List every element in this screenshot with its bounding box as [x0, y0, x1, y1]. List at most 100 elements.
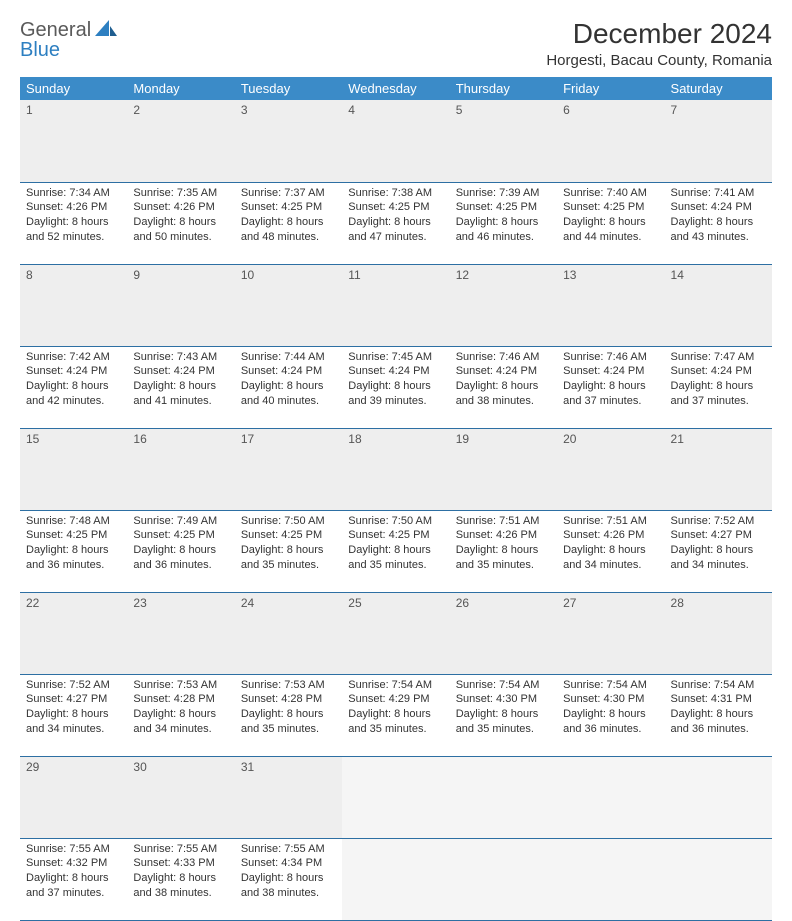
- daylight-text: and 34 minutes.: [26, 722, 121, 737]
- sunrise-text: Sunrise: 7:45 AM: [348, 350, 443, 365]
- daylight-text: Daylight: 8 hours: [133, 215, 228, 230]
- daylight-text: Daylight: 8 hours: [133, 543, 228, 558]
- sunset-text: Sunset: 4:30 PM: [563, 692, 658, 707]
- sunset-text: Sunset: 4:33 PM: [133, 856, 228, 871]
- daynum-row: 22232425262728: [20, 592, 772, 674]
- day-cell: Sunrise: 7:55 AMSunset: 4:34 PMDaylight:…: [235, 838, 342, 920]
- sunrise-text: Sunrise: 7:40 AM: [563, 186, 658, 201]
- daylight-text: and 50 minutes.: [133, 230, 228, 245]
- daylight-text: Daylight: 8 hours: [563, 707, 658, 722]
- day-number-cell: [450, 756, 557, 838]
- day-cell: Sunrise: 7:49 AMSunset: 4:25 PMDaylight:…: [127, 510, 234, 592]
- sunrise-text: Sunrise: 7:43 AM: [133, 350, 228, 365]
- daylight-text: Daylight: 8 hours: [563, 543, 658, 558]
- day-number-cell: 9: [127, 264, 234, 346]
- calendar-table: SundayMondayTuesdayWednesdayThursdayFrid…: [20, 77, 772, 921]
- sunset-text: Sunset: 4:24 PM: [671, 200, 766, 215]
- sunrise-text: Sunrise: 7:51 AM: [456, 514, 551, 529]
- day-number-cell: 12: [450, 264, 557, 346]
- day-number-cell: 24: [235, 592, 342, 674]
- day-cell: Sunrise: 7:55 AMSunset: 4:33 PMDaylight:…: [127, 838, 234, 920]
- daylight-text: Daylight: 8 hours: [241, 379, 336, 394]
- day-cell: Sunrise: 7:50 AMSunset: 4:25 PMDaylight:…: [342, 510, 449, 592]
- brand-part1: General: [20, 20, 91, 40]
- daynum-row: 891011121314: [20, 264, 772, 346]
- week-row: Sunrise: 7:52 AMSunset: 4:27 PMDaylight:…: [20, 674, 772, 756]
- sunset-text: Sunset: 4:32 PM: [26, 856, 121, 871]
- daylight-text: Daylight: 8 hours: [26, 707, 121, 722]
- day-cell: Sunrise: 7:53 AMSunset: 4:28 PMDaylight:…: [235, 674, 342, 756]
- day-number-cell: 13: [557, 264, 664, 346]
- sunrise-text: Sunrise: 7:54 AM: [348, 678, 443, 693]
- weekday-header: Tuesday: [235, 77, 342, 100]
- daylight-text: Daylight: 8 hours: [26, 871, 121, 886]
- day-number-cell: 15: [20, 428, 127, 510]
- weekday-header: Friday: [557, 77, 664, 100]
- week-row: Sunrise: 7:42 AMSunset: 4:24 PMDaylight:…: [20, 346, 772, 428]
- day-number-cell: 26: [450, 592, 557, 674]
- daylight-text: Daylight: 8 hours: [671, 379, 766, 394]
- sunrise-text: Sunrise: 7:55 AM: [26, 842, 121, 857]
- sunset-text: Sunset: 4:24 PM: [133, 364, 228, 379]
- daylight-text: and 48 minutes.: [241, 230, 336, 245]
- day-number-cell: 1: [20, 100, 127, 182]
- day-cell: Sunrise: 7:37 AMSunset: 4:25 PMDaylight:…: [235, 182, 342, 264]
- day-cell: Sunrise: 7:46 AMSunset: 4:24 PMDaylight:…: [450, 346, 557, 428]
- day-number-cell: 20: [557, 428, 664, 510]
- day-cell: Sunrise: 7:44 AMSunset: 4:24 PMDaylight:…: [235, 346, 342, 428]
- sunrise-text: Sunrise: 7:55 AM: [133, 842, 228, 857]
- sunset-text: Sunset: 4:26 PM: [133, 200, 228, 215]
- daylight-text: and 38 minutes.: [241, 886, 336, 901]
- daylight-text: Daylight: 8 hours: [241, 871, 336, 886]
- daylight-text: and 35 minutes.: [348, 722, 443, 737]
- daynum-row: 1234567: [20, 100, 772, 182]
- sunrise-text: Sunrise: 7:44 AM: [241, 350, 336, 365]
- sunset-text: Sunset: 4:24 PM: [26, 364, 121, 379]
- day-number-cell: [557, 756, 664, 838]
- sunrise-text: Sunrise: 7:42 AM: [26, 350, 121, 365]
- day-cell: Sunrise: 7:51 AMSunset: 4:26 PMDaylight:…: [450, 510, 557, 592]
- sunset-text: Sunset: 4:25 PM: [241, 528, 336, 543]
- day-number-cell: 23: [127, 592, 234, 674]
- day-number-cell: 30: [127, 756, 234, 838]
- day-number-cell: 10: [235, 264, 342, 346]
- day-number-cell: 31: [235, 756, 342, 838]
- sunset-text: Sunset: 4:26 PM: [456, 528, 551, 543]
- daylight-text: and 42 minutes.: [26, 394, 121, 409]
- daylight-text: Daylight: 8 hours: [563, 379, 658, 394]
- daylight-text: Daylight: 8 hours: [456, 707, 551, 722]
- sunrise-text: Sunrise: 7:41 AM: [671, 186, 766, 201]
- day-cell: [450, 838, 557, 920]
- sunset-text: Sunset: 4:29 PM: [348, 692, 443, 707]
- sunrise-text: Sunrise: 7:47 AM: [671, 350, 766, 365]
- sunrise-text: Sunrise: 7:46 AM: [456, 350, 551, 365]
- sunrise-text: Sunrise: 7:52 AM: [26, 678, 121, 693]
- title-block: December 2024 Horgesti, Bacau County, Ro…: [546, 18, 772, 69]
- sunrise-text: Sunrise: 7:53 AM: [241, 678, 336, 693]
- daylight-text: and 43 minutes.: [671, 230, 766, 245]
- daylight-text: Daylight: 8 hours: [348, 707, 443, 722]
- day-number-cell: 21: [665, 428, 772, 510]
- day-cell: Sunrise: 7:38 AMSunset: 4:25 PMDaylight:…: [342, 182, 449, 264]
- day-cell: Sunrise: 7:52 AMSunset: 4:27 PMDaylight:…: [20, 674, 127, 756]
- sunset-text: Sunset: 4:24 PM: [348, 364, 443, 379]
- day-cell: Sunrise: 7:35 AMSunset: 4:26 PMDaylight:…: [127, 182, 234, 264]
- sunrise-text: Sunrise: 7:35 AM: [133, 186, 228, 201]
- day-number-cell: 25: [342, 592, 449, 674]
- page-title: December 2024: [546, 18, 772, 50]
- daylight-text: and 37 minutes.: [26, 886, 121, 901]
- day-cell: Sunrise: 7:54 AMSunset: 4:30 PMDaylight:…: [557, 674, 664, 756]
- daylight-text: Daylight: 8 hours: [348, 215, 443, 230]
- sunrise-text: Sunrise: 7:54 AM: [563, 678, 658, 693]
- day-cell: Sunrise: 7:39 AMSunset: 4:25 PMDaylight:…: [450, 182, 557, 264]
- day-cell: Sunrise: 7:47 AMSunset: 4:24 PMDaylight:…: [665, 346, 772, 428]
- weekday-header: Monday: [127, 77, 234, 100]
- daylight-text: and 46 minutes.: [456, 230, 551, 245]
- weekday-header: Saturday: [665, 77, 772, 100]
- daylight-text: and 34 minutes.: [133, 722, 228, 737]
- day-number-cell: 3: [235, 100, 342, 182]
- day-cell: Sunrise: 7:53 AMSunset: 4:28 PMDaylight:…: [127, 674, 234, 756]
- sunrise-text: Sunrise: 7:46 AM: [563, 350, 658, 365]
- day-cell: Sunrise: 7:45 AMSunset: 4:24 PMDaylight:…: [342, 346, 449, 428]
- daylight-text: and 37 minutes.: [563, 394, 658, 409]
